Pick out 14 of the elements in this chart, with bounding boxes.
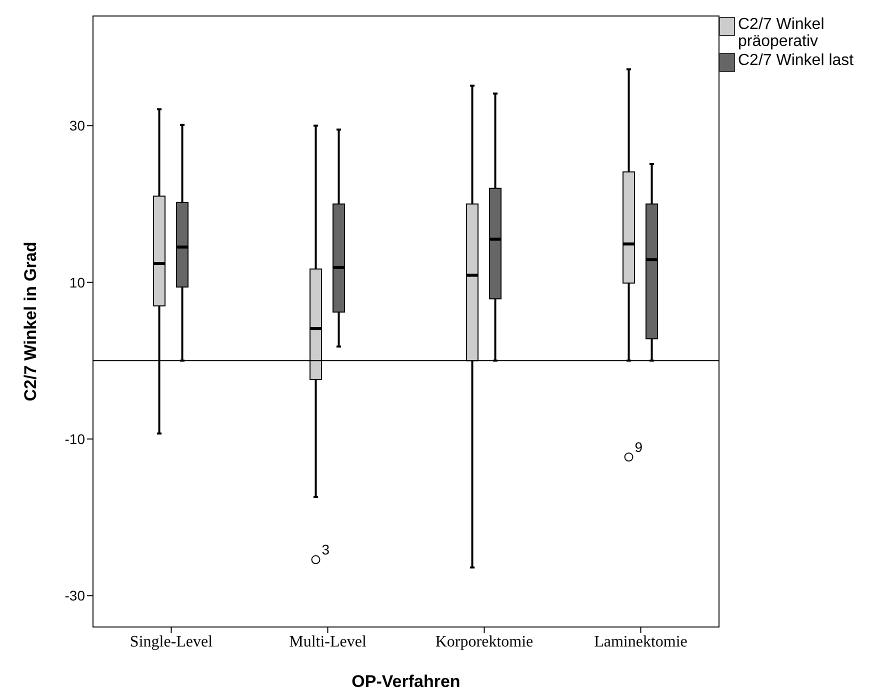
legend-label: C2/7 Winkel präoperativ — [738, 16, 826, 50]
x-axis-title: OP-Verfahren — [352, 672, 460, 691]
y-tick-label: 10 — [69, 274, 86, 290]
legend-label: C2/7 Winkel last — [738, 52, 854, 69]
x-tick-label: Laminektomie — [594, 633, 688, 650]
x-tick-label: Multi-Level — [289, 633, 367, 650]
annotation: 9 — [634, 439, 643, 456]
y-axis-title: C2/7 Winkel in Grad — [21, 242, 40, 402]
x-tick-label: Single-Level — [130, 633, 214, 650]
x-tick-label: Korporektomie — [435, 633, 534, 650]
annotation: 3 — [322, 542, 330, 558]
y-tick-label: -30 — [64, 588, 86, 604]
y-tick-label: 30 — [69, 118, 86, 134]
y-tick-label: -10 — [64, 430, 86, 447]
